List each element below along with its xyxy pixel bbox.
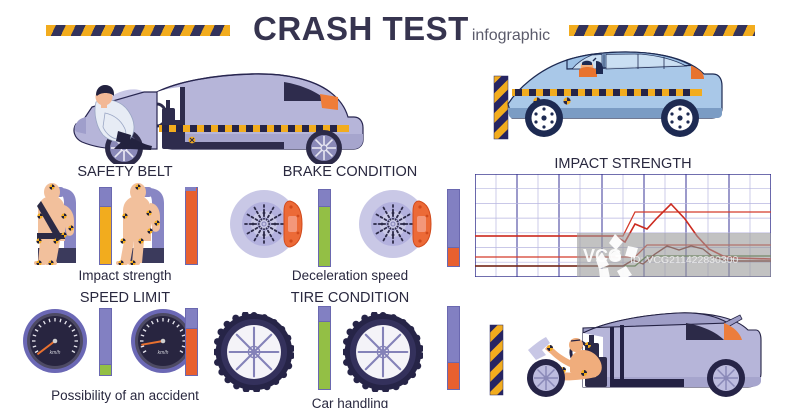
svg-text:ID: VCG211422830300: ID: VCG211422830300 — [630, 254, 739, 266]
svg-text:km/h: km/h — [158, 350, 169, 356]
svg-text:km/h: km/h — [50, 350, 61, 356]
